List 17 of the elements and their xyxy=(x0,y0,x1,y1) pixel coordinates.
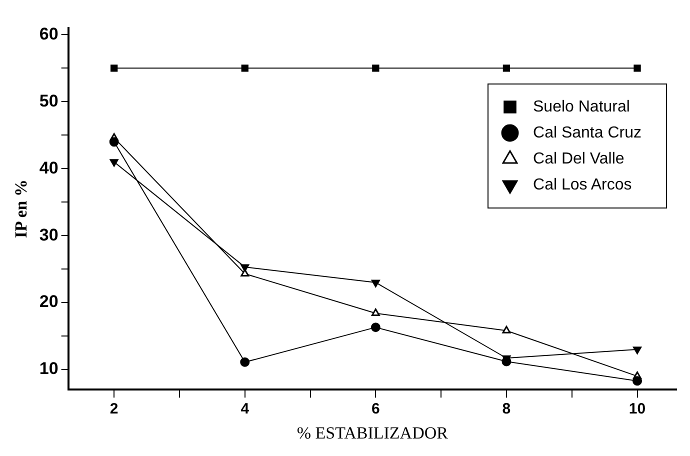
y-axis-title: IP en % xyxy=(12,180,31,238)
legend-label: Cal Del Valle xyxy=(533,150,624,168)
x-axis-title: % ESTABILIZADOR xyxy=(296,423,449,442)
y-tick-label: 20 xyxy=(39,292,58,312)
y-tick-label: 50 xyxy=(39,91,58,110)
y-tick-label: 10 xyxy=(39,359,58,378)
legend-label: Suelo Natural xyxy=(533,98,630,116)
x-tick-label: 10 xyxy=(628,400,646,418)
x-tick-label: 4 xyxy=(240,400,250,418)
legend-label: Cal Los Arcos xyxy=(533,176,632,194)
legend-label: Cal Santa Cruz xyxy=(533,124,642,142)
x-tick-label: 6 xyxy=(372,400,380,418)
x-tick-label: 8 xyxy=(502,400,511,418)
y-tick-label: 30 xyxy=(39,225,58,244)
y-tick-label: 60 xyxy=(39,24,58,44)
y-tick-label: 40 xyxy=(39,158,58,178)
x-tick-label: 2 xyxy=(110,400,118,418)
